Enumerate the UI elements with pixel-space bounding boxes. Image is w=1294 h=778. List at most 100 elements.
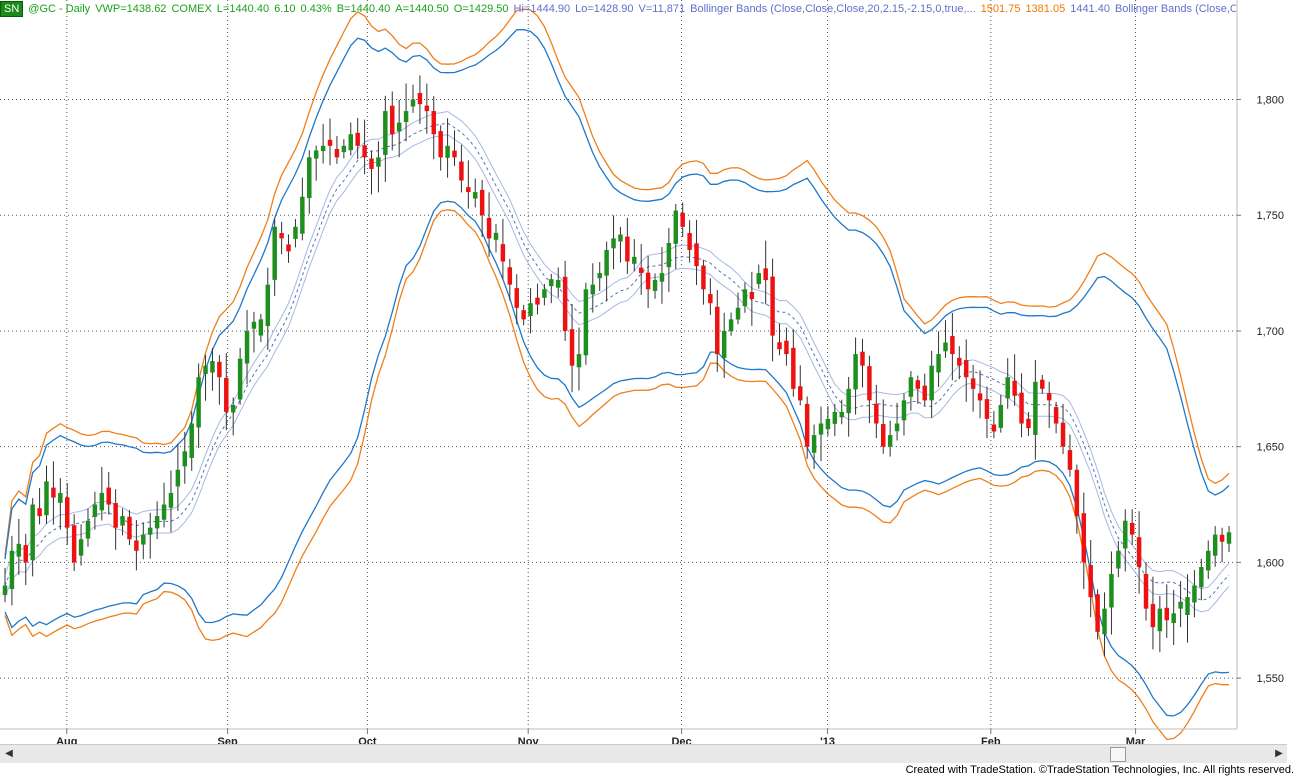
candle-body: [708, 294, 713, 304]
candle-body: [16, 543, 22, 557]
candle-body: [71, 525, 77, 563]
symbol-tag[interactable]: SN: [0, 1, 24, 17]
candle-body: [37, 508, 42, 517]
candle-body: [694, 243, 699, 267]
candle-body: [300, 196, 305, 234]
candle-body: [1129, 522, 1135, 535]
bb2-mid-value: 1441.40: [1070, 3, 1110, 15]
candle-body: [625, 236, 630, 262]
candle-body: [473, 192, 478, 199]
candle-body: [915, 380, 921, 389]
candle-body: [362, 145, 367, 158]
candle-body: [507, 267, 513, 285]
candle-body: [839, 411, 844, 418]
candle-body: [327, 139, 333, 146]
bid-value: B=1440.40: [336, 3, 391, 15]
bollinger-bands: [4, 8, 1230, 741]
inner-upper-band: [4, 28, 1230, 560]
candle-body: [881, 424, 886, 447]
scroll-right-icon[interactable]: ▶: [1275, 748, 1283, 759]
candle-body: [390, 105, 395, 135]
candle-body: [791, 347, 796, 389]
candle-body: [286, 244, 291, 252]
bb1-label[interactable]: Bollinger Bands (Close,Close,Close,20,2.…: [690, 3, 976, 15]
candle-body: [182, 451, 188, 467]
outer-lower-band: [4, 209, 1229, 741]
candle-body: [30, 504, 35, 561]
candle-body: [189, 423, 194, 458]
candle-body: [853, 354, 858, 390]
candle-body: [929, 365, 934, 401]
grid-lines: [0, 0, 1237, 729]
horizontal-scrollbar[interactable]: ◀ ▶: [0, 744, 1287, 763]
candle-body: [376, 157, 381, 167]
candle-body: [251, 321, 257, 329]
bb1-upper-value: 1501.75: [980, 3, 1021, 15]
candle-body: [2, 585, 8, 595]
candle-body: [673, 210, 679, 244]
candle-body: [237, 358, 243, 400]
y-tick-label: 1,750: [1256, 210, 1284, 222]
y-tick-label: 1,800: [1256, 95, 1284, 107]
candle-body: [127, 516, 132, 540]
candle-body: [735, 307, 741, 320]
change-pct-value: 0.43%: [300, 3, 332, 15]
candle-body: [604, 249, 609, 276]
candle-body: [154, 516, 160, 529]
candle-body: [1019, 392, 1024, 424]
y-tick-label: 1,550: [1256, 673, 1284, 685]
candle-body: [1192, 585, 1197, 603]
candle-body: [701, 265, 706, 290]
candle-body: [44, 481, 49, 516]
candle-body: [957, 357, 962, 366]
candle-body: [549, 279, 554, 287]
last-value: L=1440.40: [216, 3, 270, 15]
candle-body: [1199, 567, 1204, 588]
candle-body: [818, 423, 824, 435]
candle-body: [1226, 532, 1232, 544]
candle-body: [1123, 520, 1128, 549]
candle-body: [728, 319, 734, 332]
ask-value: A=1440.50: [395, 3, 449, 15]
open-value: O=1429.50: [453, 3, 509, 15]
candle-body: [763, 268, 768, 281]
candle-body: [576, 354, 582, 368]
candle-body: [459, 161, 464, 181]
vwp-value: VWP=1438.62: [95, 3, 167, 15]
y-tick-label: 1,600: [1256, 557, 1284, 569]
candle-body: [92, 504, 98, 517]
candle-body: [569, 329, 575, 366]
candle-body: [210, 361, 215, 373]
candle-body: [424, 105, 430, 112]
candle-body: [1212, 534, 1218, 556]
scroll-thumb[interactable]: [1110, 747, 1126, 762]
candle-body: [134, 540, 139, 551]
scroll-left-icon[interactable]: ◀: [5, 748, 13, 759]
candle-body: [1102, 608, 1107, 635]
candle-body: [659, 273, 665, 282]
candle-body: [811, 435, 817, 453]
candle-body: [403, 111, 409, 123]
mid-lower-band: [4, 134, 1230, 613]
candle-body: [1033, 381, 1038, 435]
bb2-label[interactable]: Bollinger Bands (Close,C...: [1114, 3, 1236, 15]
candle-body: [638, 267, 644, 274]
candle-body: [203, 365, 208, 374]
candle-body: [1081, 513, 1087, 563]
candle-body: [313, 150, 319, 159]
candle-body: [466, 187, 471, 193]
outer-upper-band: [4, 8, 1230, 556]
candle-body: [652, 280, 658, 291]
candle-body: [894, 423, 900, 432]
candle-body: [535, 297, 540, 305]
candle-body: [307, 157, 312, 199]
inner-lower-band: [4, 200, 1230, 717]
candle-body: [846, 388, 851, 414]
y-tick-label: 1,700: [1256, 326, 1284, 338]
candle-body: [320, 145, 326, 152]
candle-body: [721, 330, 727, 359]
candle-body: [141, 534, 146, 545]
candle-body: [279, 233, 284, 239]
candle-body: [1060, 422, 1066, 447]
candle-body: [396, 122, 402, 132]
